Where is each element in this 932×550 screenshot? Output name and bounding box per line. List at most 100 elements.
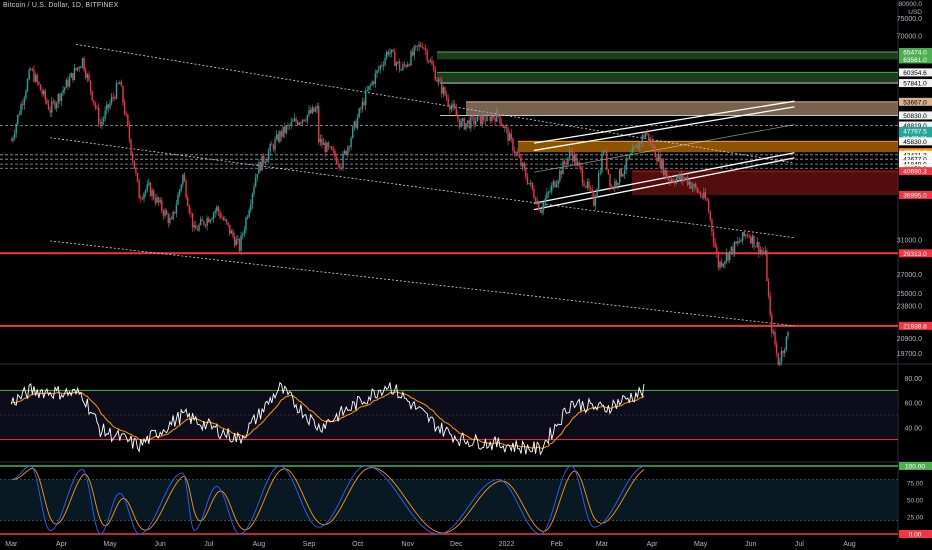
candle-body-439 [720,261,723,267]
candle-body-172 [288,125,291,127]
level-tag-label: 40690.3 [903,169,927,176]
candle-body-199 [332,149,335,151]
candle-body-375 [617,182,619,186]
candle-body-171 [287,125,289,127]
candle-body-49 [89,80,92,91]
candle-body-353 [581,170,584,183]
candle-body-41 [76,67,79,70]
candle-body-233 [387,51,390,55]
candle-body-283 [468,120,470,129]
candle-body-20 [42,90,45,95]
candle-body-442 [725,253,728,262]
candle-body-423 [695,183,697,188]
candle-body-359 [591,189,593,193]
candle-body-345 [568,151,571,158]
candle-body-320 [528,183,530,184]
candle-body-379 [623,169,626,175]
candle-body-402 [661,160,663,169]
time-axis-label: Dec [450,541,463,548]
candle-body-341 [562,161,564,175]
candle-body-271 [449,105,451,110]
candle-body-55 [99,123,102,125]
candle-body-10 [26,79,29,92]
stoch-axis-label: 100.00 [905,464,925,471]
candle-body-83 [144,190,147,194]
candle-body-164 [275,134,278,140]
candle-body-210 [350,137,352,147]
candle-body-317 [523,163,525,169]
candle-body-416 [683,178,686,181]
level-tag-box [899,167,932,176]
level-tag-label: 57841.0 [903,81,927,88]
candle-body-372 [612,188,614,189]
candle-body-23 [47,103,50,110]
candle-body-155 [261,155,263,171]
level-tag-label: 47797.5 [903,128,927,135]
candle-body-380 [625,158,627,170]
rsi-axis-label: 60.00 [904,401,922,408]
candle-body-132 [224,219,226,220]
price-tick-label: 70000.0 [897,33,922,40]
candle-body-64 [114,97,116,99]
candle-body-307 [507,128,509,141]
candle-body-374 [615,181,618,186]
level-tag-label: 60354.6 [903,70,927,77]
candle-body-392 [644,132,647,138]
candle-body-438 [719,261,721,268]
candle-body-9 [25,91,27,99]
time-axis-label: Oct [352,541,363,548]
candle-body-94 [162,210,165,216]
candle-body-394 [648,133,650,142]
candle-body-136 [230,230,233,234]
level-tag-box [899,160,932,169]
candle-body-476 [780,350,783,362]
candle-body-322 [531,182,534,190]
level-tag-box [899,97,932,106]
candle-body-453 [743,232,745,236]
candle-body-12 [30,69,32,70]
candle-body-479 [785,336,788,350]
candle-body-134 [227,222,229,225]
candle-body-188 [314,108,317,112]
candle-body-76 [133,160,135,169]
candle-body-112 [191,213,194,228]
candle-body-319 [526,177,529,184]
candle-body-75 [131,153,134,161]
candle-body-101 [174,211,176,214]
trend-top [75,43,795,164]
candle-body-462 [758,242,760,254]
candle-body-27 [54,101,56,109]
candle-body-224 [373,81,375,84]
time-axis-label: May [103,541,117,548]
candle-body-294 [486,112,488,122]
level-tag-box [899,155,932,164]
candle-body-404 [664,170,666,175]
candle-body-192 [321,138,323,145]
candle-body-268 [444,87,446,95]
stoch-d-line [11,467,645,534]
candle-body-162 [272,145,275,150]
candle-body-299 [494,117,496,122]
candle-body-351 [578,162,580,166]
candle-body-222 [369,84,372,86]
candle-body-466 [764,250,767,254]
candle-body-269 [445,94,448,99]
level-tag-box [899,126,932,135]
time-axis-label: Mar [596,541,609,548]
candle-body-236 [392,49,394,52]
candle-body-265 [439,79,441,81]
candle-body-29 [57,94,59,104]
level-tag-label: 63561.0 [903,57,927,64]
candle-body-396 [651,139,653,148]
candle-body-139 [235,239,237,246]
candle-body-127 [216,206,218,211]
candle-body-288 [476,115,479,122]
time-axis-label: Nov [402,541,415,548]
candle-body-1 [12,137,14,141]
candle-body-264 [437,79,440,82]
candle-body-14 [33,69,35,82]
stoch-edge-tag [899,462,932,470]
candle-body-196 [327,142,330,147]
candle-body-19 [41,90,43,95]
